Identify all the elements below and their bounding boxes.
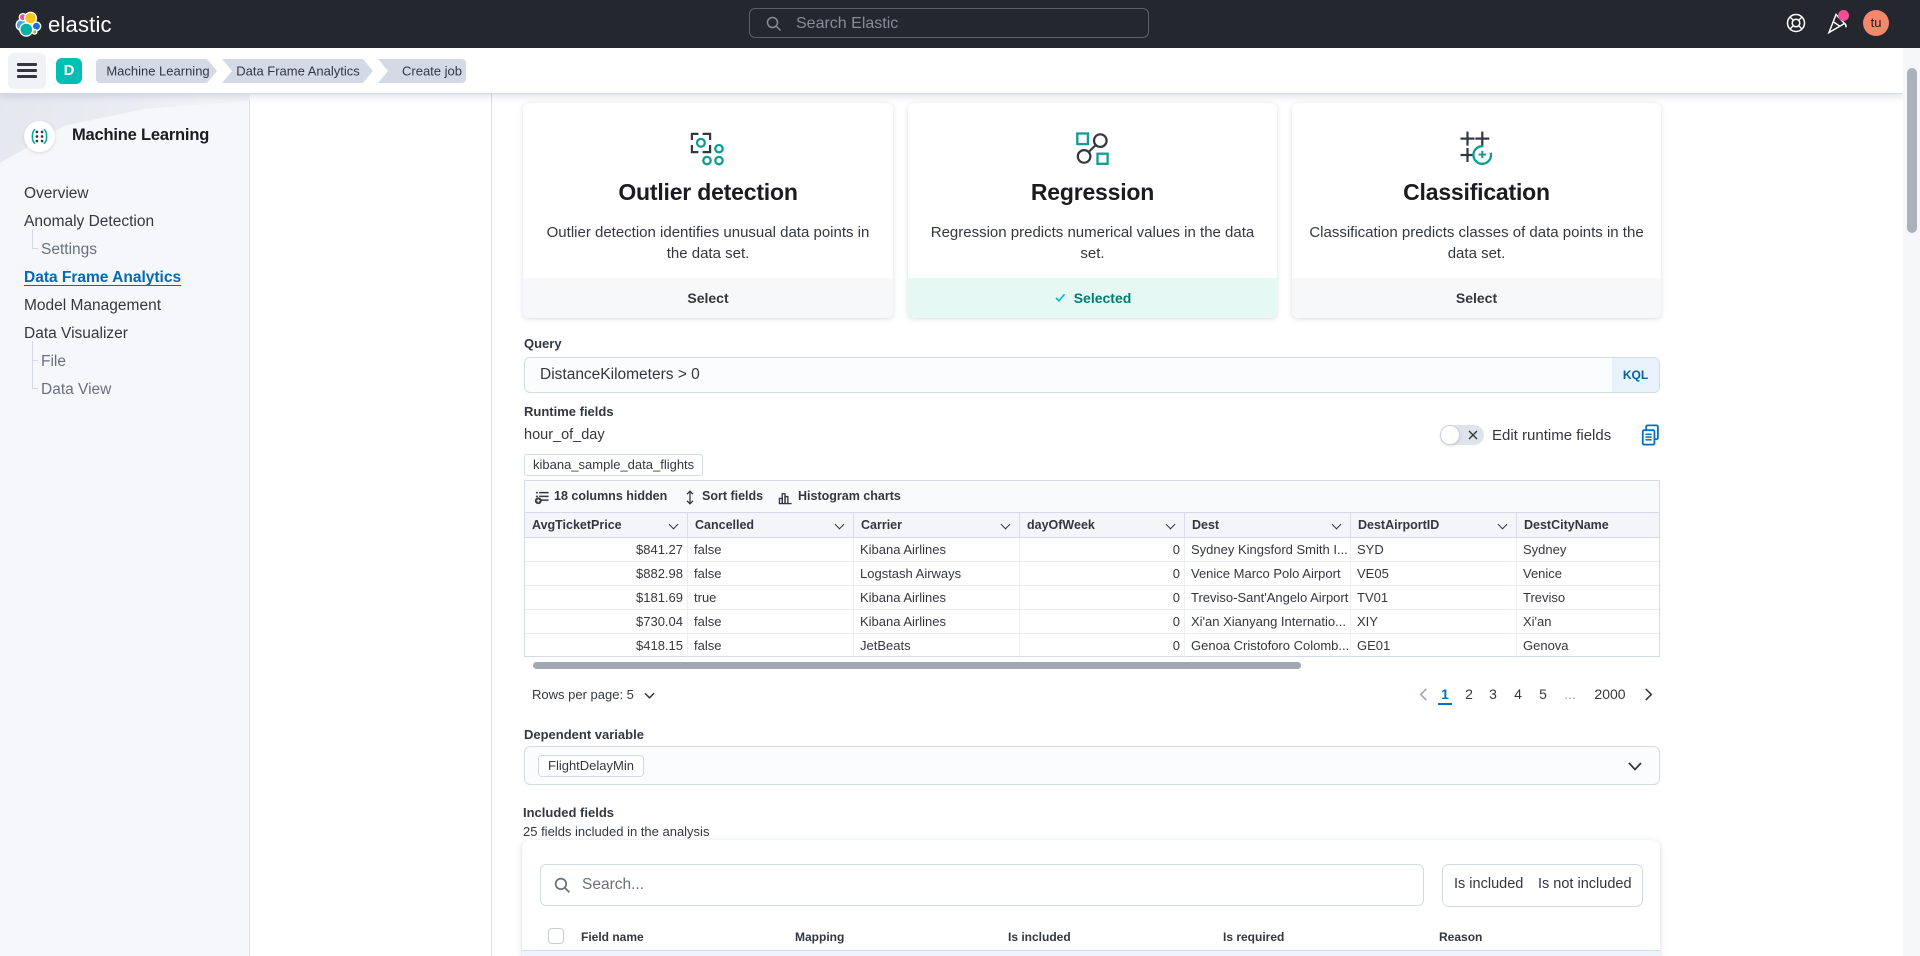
svg-text:Machine Learning: Machine Learning — [106, 64, 209, 79]
svg-text:Data Frame Analytics: Data Frame Analytics — [236, 64, 360, 79]
svg-text:Create job: Create job — [402, 64, 462, 79]
